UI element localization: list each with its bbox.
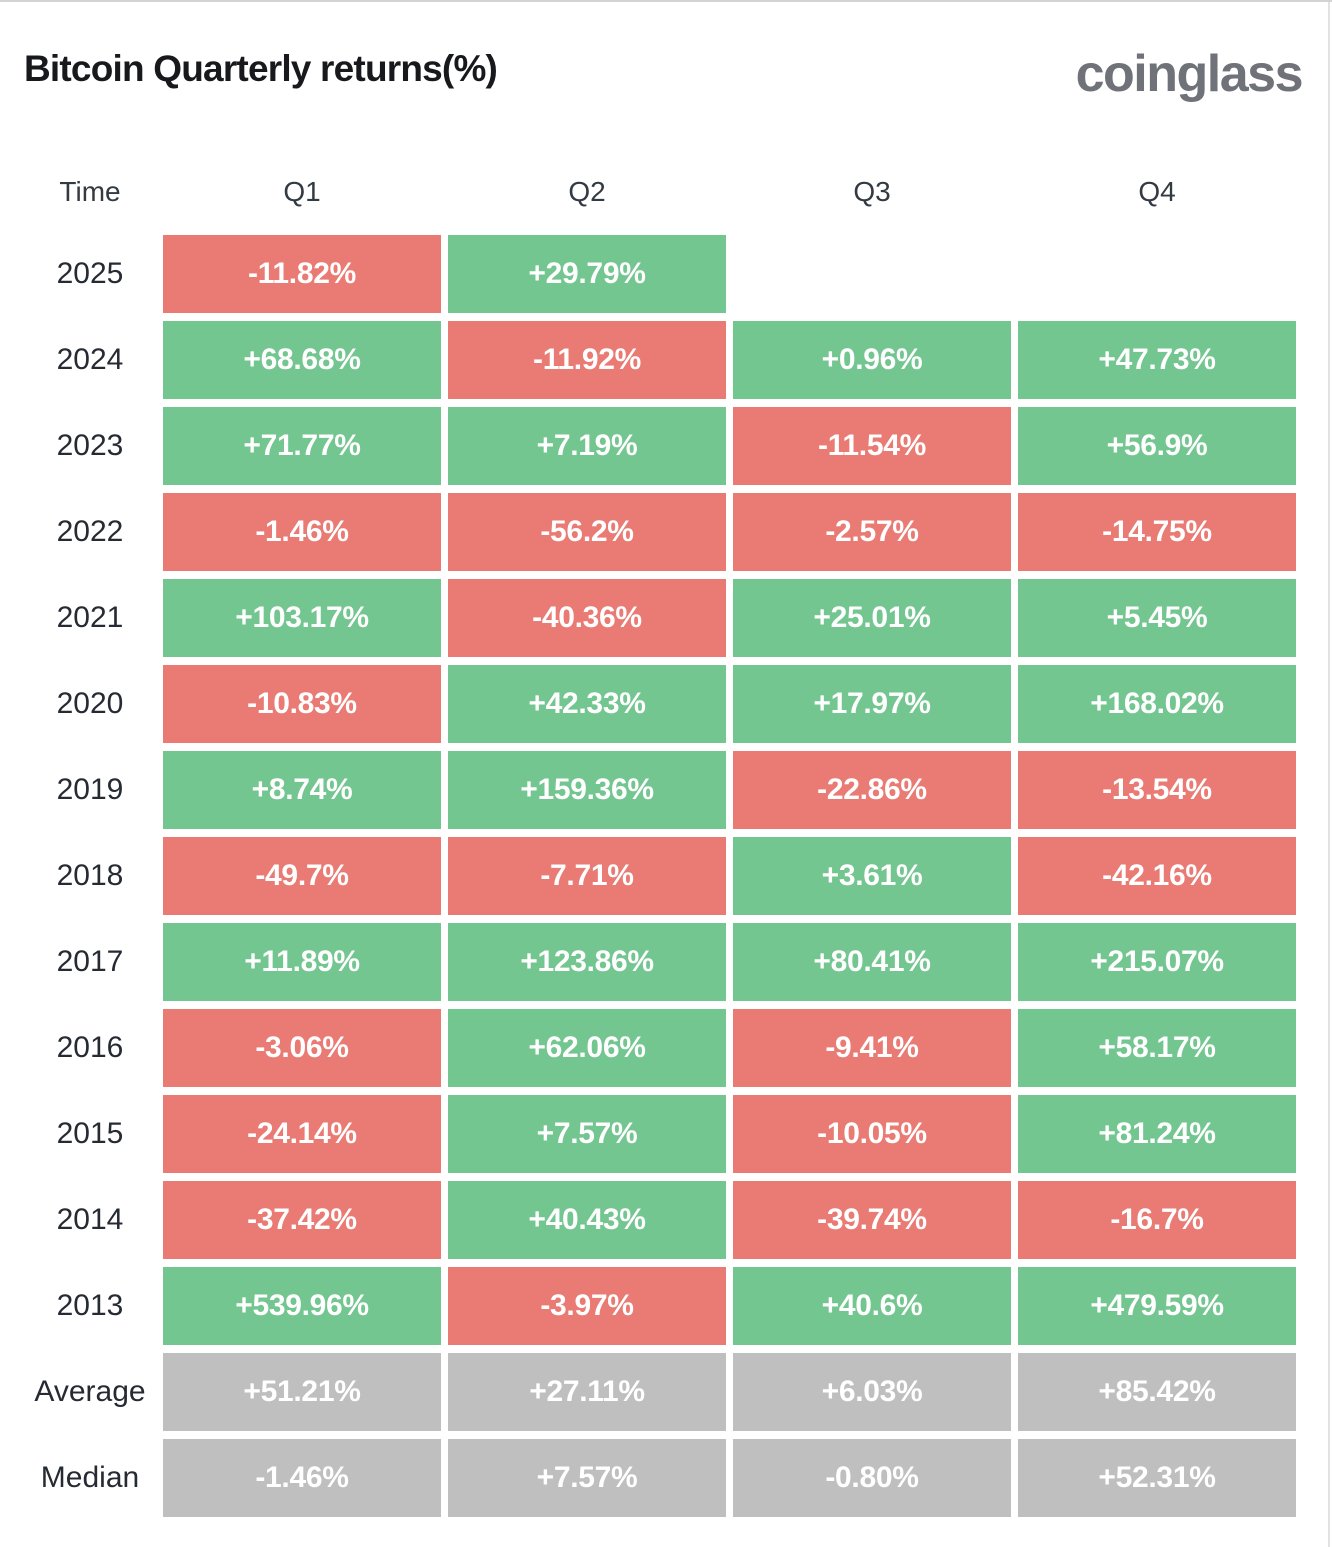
cell-2025-q2: +29.79%: [448, 235, 726, 313]
cell-2014-q3: -39.74%: [733, 1181, 1011, 1259]
cell-2023-q3: -11.54%: [733, 407, 1011, 485]
cell-2013-q1: +539.96%: [163, 1267, 441, 1345]
row-label-2025: 2025: [56, 257, 124, 290]
cell-2014-q1: -37.42%: [163, 1181, 441, 1259]
cell-2020-q4: +168.02%: [1018, 665, 1296, 743]
cell-average-q3: +6.03%: [733, 1353, 1011, 1431]
cell-2015-q1: -24.14%: [163, 1095, 441, 1173]
row-label-average: Average: [34, 1375, 146, 1408]
column-header-q2: Q2: [568, 176, 606, 207]
cell-2016-q3: -9.41%: [733, 1009, 1011, 1087]
row-label-2014: 2014: [56, 1203, 124, 1236]
cell-2022-q1: -1.46%: [163, 493, 441, 571]
row-label-2021: 2021: [56, 601, 124, 634]
page-title: Bitcoin Quarterly returns(%): [24, 48, 498, 89]
cell-2017-q4: +215.07%: [1018, 923, 1296, 1001]
returns-table-body: 2025 -11.82% +29.79% 2024 +68.68% -11.92% +0.9…: [0, 235, 1296, 1517]
cell-2023-q1: +71.77%: [163, 407, 441, 485]
row-label-2017: 2017: [56, 945, 124, 978]
cell-2021-q2: -40.36%: [448, 579, 726, 657]
cell-2020-q3: +17.97%: [733, 665, 1011, 743]
cell-2024-q3: +0.96%: [733, 321, 1011, 399]
cell-2019-q3: -22.86%: [733, 751, 1011, 829]
column-header-q4: Q4: [1138, 176, 1176, 207]
cell-2025-q1: -11.82%: [163, 235, 441, 313]
cell-2015-q2: +7.57%: [448, 1095, 726, 1173]
cell-2015-q4: +81.24%: [1018, 1095, 1296, 1173]
cell-2014-q2: +40.43%: [448, 1181, 726, 1259]
cell-2020-q1: -10.83%: [163, 665, 441, 743]
row-label-2022: 2022: [56, 515, 124, 548]
column-header-q3: Q3: [853, 176, 891, 207]
cell-2022-q4: -14.75%: [1018, 493, 1296, 571]
cell-2016-q1: -3.06%: [163, 1009, 441, 1087]
cell-2014-q4: -16.7%: [1018, 1181, 1296, 1259]
cell-2018-q3: +3.61%: [733, 837, 1011, 915]
cell-average-q4: +85.42%: [1018, 1353, 1296, 1431]
cell-2025-q3: [733, 235, 1011, 313]
cell-2024-q1: +68.68%: [163, 321, 441, 399]
row-label-median: Median: [40, 1461, 140, 1494]
cell-2017-q1: +11.89%: [163, 923, 441, 1001]
cell-2013-q4: +479.59%: [1018, 1267, 1296, 1345]
cell-2021-q4: +5.45%: [1018, 579, 1296, 657]
cell-2022-q3: -2.57%: [733, 493, 1011, 571]
cell-2023-q4: +56.9%: [1018, 407, 1296, 485]
row-label-2018: 2018: [56, 859, 124, 892]
table-header-row: Time Q1 Q2 Q3 Q4: [0, 175, 1296, 208]
cell-2016-q2: +62.06%: [448, 1009, 726, 1087]
cell-2013-q2: -3.97%: [448, 1267, 726, 1345]
row-label-2020: 2020: [56, 687, 124, 720]
column-header-q1: Q1: [283, 176, 321, 207]
cell-2018-q4: -42.16%: [1018, 837, 1296, 915]
cell-2019-q2: +159.36%: [448, 751, 726, 829]
row-label-2013: 2013: [56, 1289, 124, 1322]
row-label-2019: 2019: [56, 773, 124, 806]
cell-2017-q2: +123.86%: [448, 923, 726, 1001]
cell-2023-q2: +7.19%: [448, 407, 726, 485]
cell-2015-q3: -10.05%: [733, 1095, 1011, 1173]
cell-median-q1: -1.46%: [163, 1439, 441, 1517]
column-header-time: Time: [59, 176, 121, 207]
coinglass-logo: coinglass: [1075, 45, 1304, 103]
cell-2020-q2: +42.33%: [448, 665, 726, 743]
cell-median-q3: -0.80%: [733, 1439, 1011, 1517]
header: Bitcoin Quarterly returns(%) coinglass: [0, 2, 1332, 104]
cell-2019-q4: -13.54%: [1018, 751, 1296, 829]
cell-2017-q3: +80.41%: [733, 923, 1011, 1001]
cell-2024-q4: +47.73%: [1018, 321, 1296, 399]
cell-2021-q1: +103.17%: [163, 579, 441, 657]
scrollbar-track-line: [1328, 2, 1330, 1547]
cell-median-q2: +7.57%: [448, 1439, 726, 1517]
row-label-2024: 2024: [56, 343, 124, 376]
cell-2022-q2: -56.2%: [448, 493, 726, 571]
cell-2016-q4: +58.17%: [1018, 1009, 1296, 1087]
row-label-2016: 2016: [56, 1031, 124, 1064]
cell-2018-q2: -7.71%: [448, 837, 726, 915]
cell-2024-q2: -11.92%: [448, 321, 726, 399]
row-label-2015: 2015: [56, 1117, 124, 1150]
cell-2025-q4: [1018, 235, 1296, 313]
cell-2018-q1: -49.7%: [163, 837, 441, 915]
cell-median-q4: +52.31%: [1018, 1439, 1296, 1517]
cell-2013-q3: +40.6%: [733, 1267, 1011, 1345]
row-label-2023: 2023: [56, 429, 124, 462]
cell-2021-q3: +25.01%: [733, 579, 1011, 657]
cell-2019-q1: +8.74%: [163, 751, 441, 829]
cell-average-q2: +27.11%: [448, 1353, 726, 1431]
cell-average-q1: +51.21%: [163, 1353, 441, 1431]
